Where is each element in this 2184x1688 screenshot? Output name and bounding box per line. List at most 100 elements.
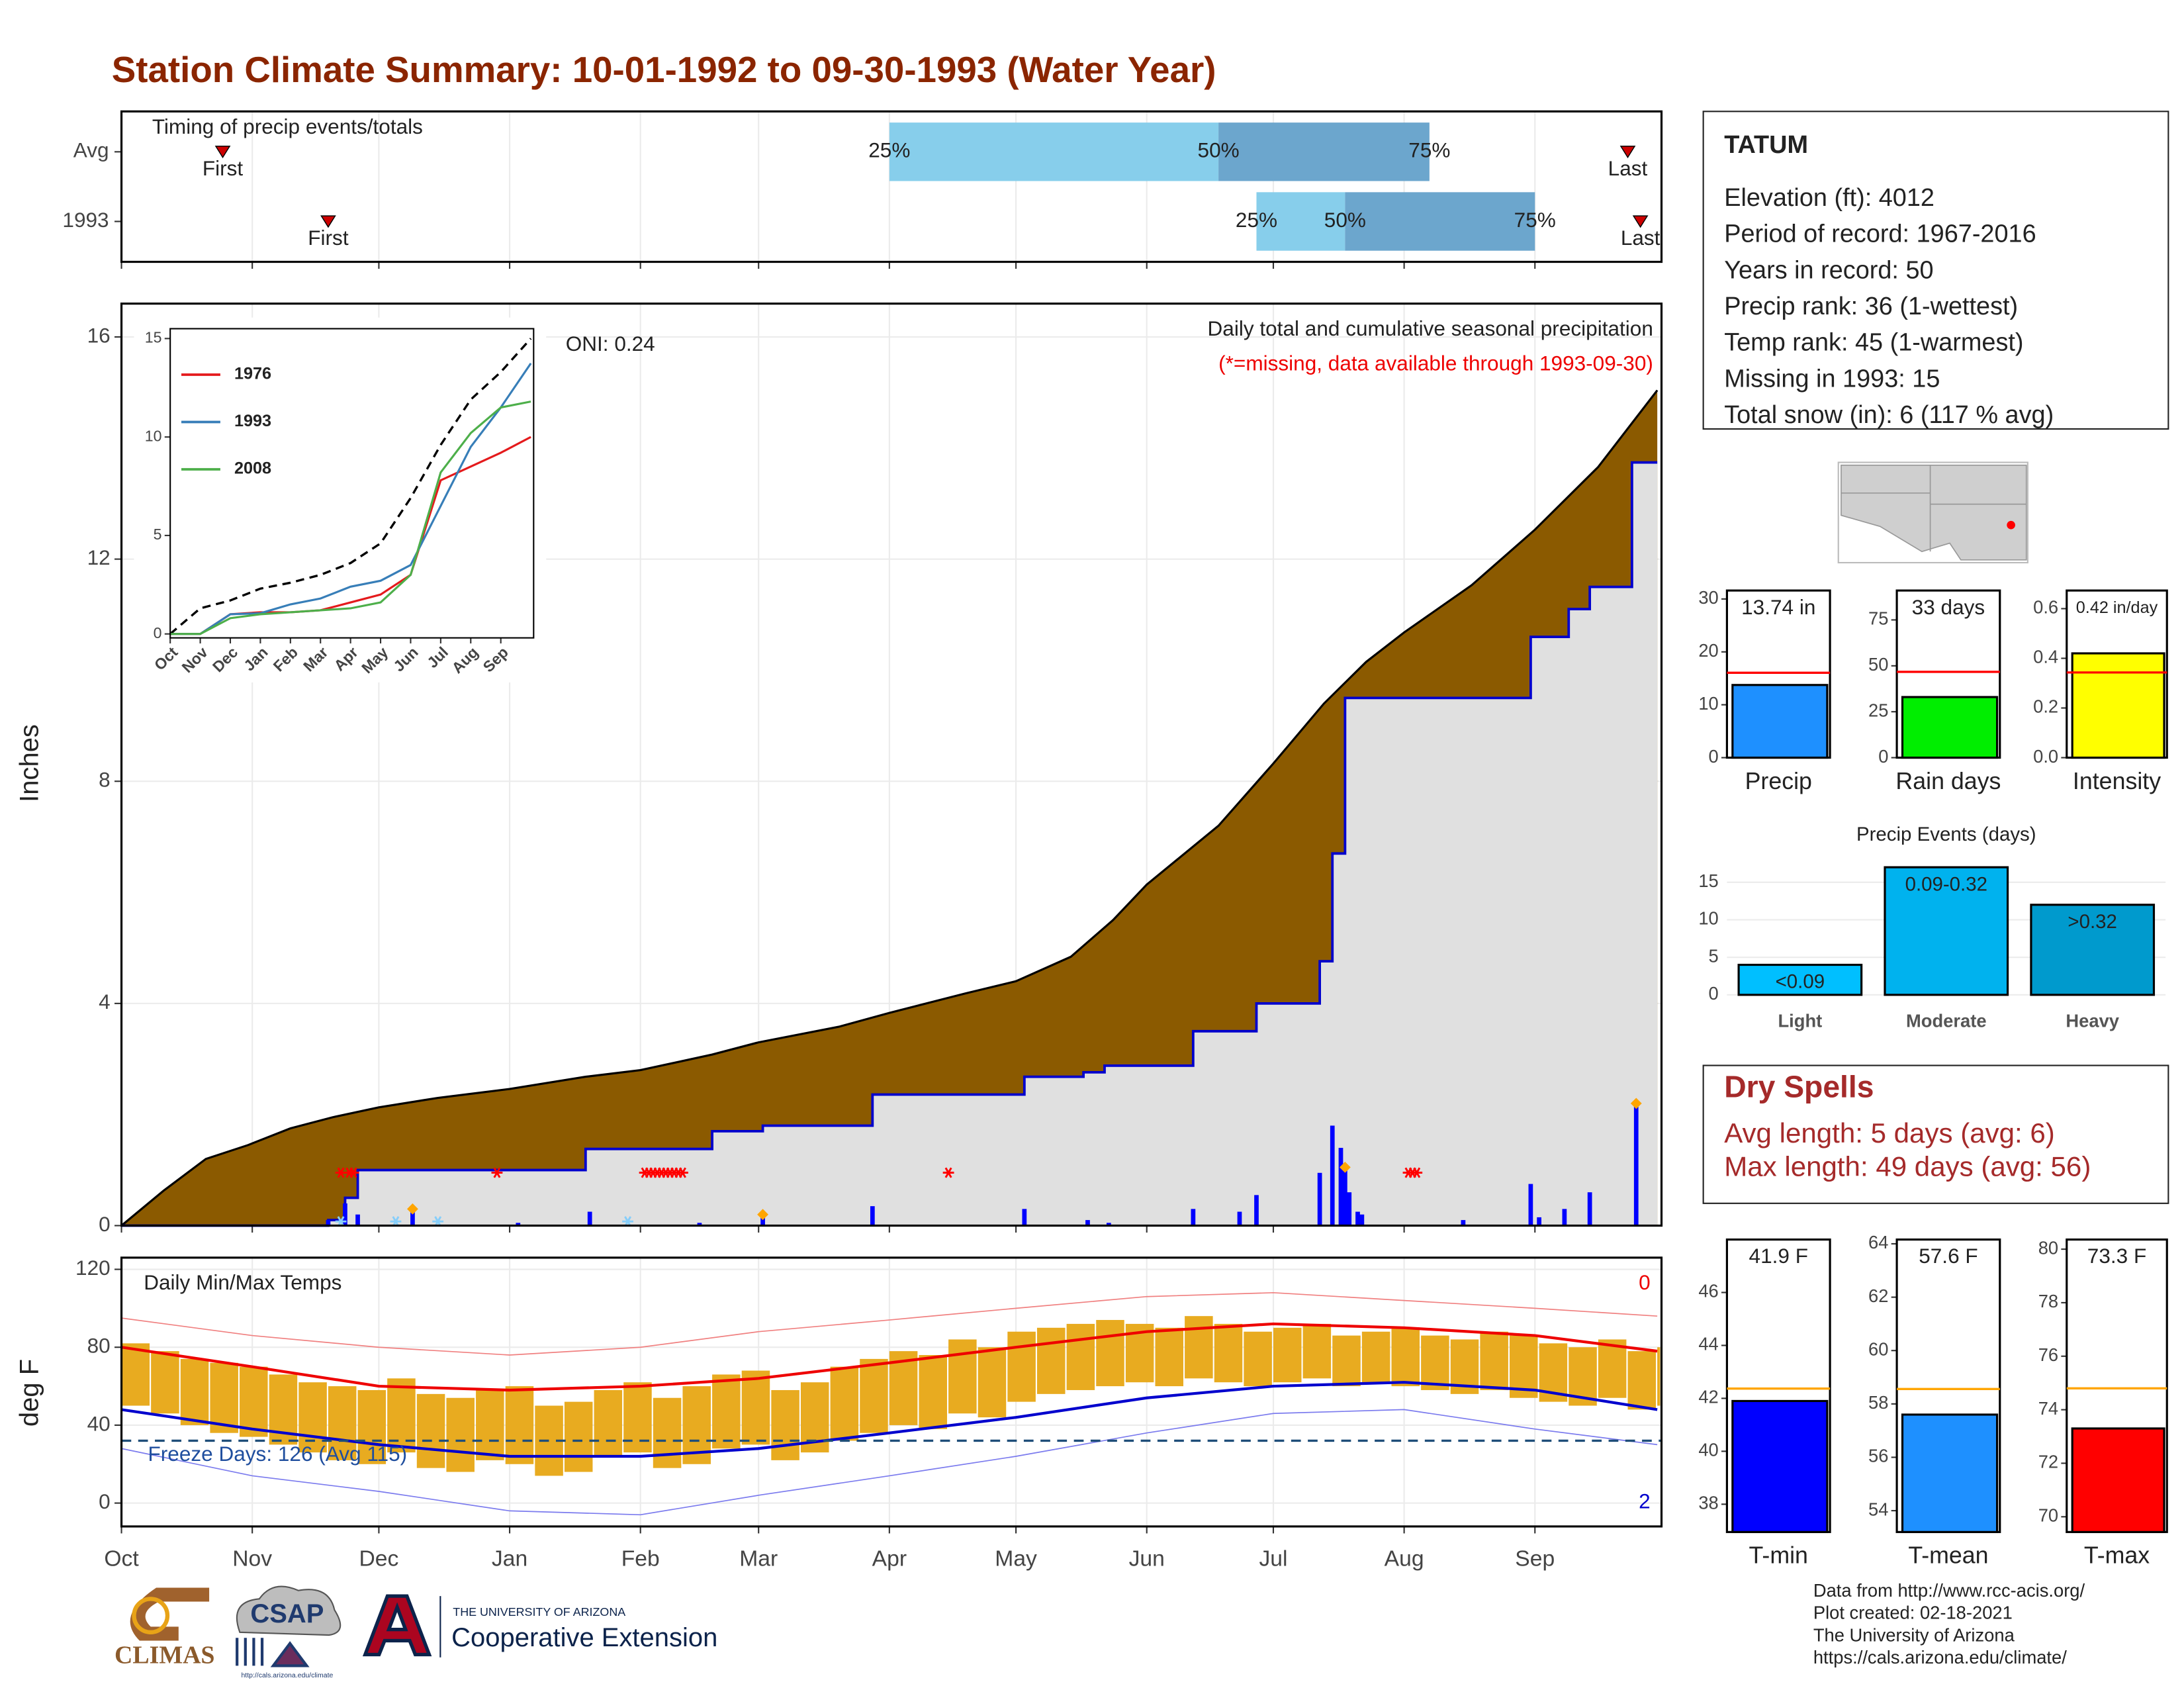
cumulative-line xyxy=(121,461,1658,1227)
value-label: 73.3 F xyxy=(2087,1244,2146,1268)
temp-bar xyxy=(919,1355,947,1429)
daily-bar xyxy=(697,1223,702,1226)
y-tick-label: 0 xyxy=(1709,983,1719,1004)
chart-title: Daily Min/Max Temps xyxy=(144,1270,341,1294)
daily-bar xyxy=(326,1220,331,1226)
y-tick-label: 25 xyxy=(1868,700,1888,720)
daily-bar xyxy=(343,1203,347,1226)
dry-spells-line: Max length: 49 days (avg: 56) xyxy=(1724,1150,2091,1182)
station-name: TATUM xyxy=(1724,131,1808,159)
legend-label: 1993 xyxy=(234,412,271,430)
y-axis-label: deg F xyxy=(15,1359,44,1427)
event-label: First xyxy=(203,156,244,180)
daily-bar xyxy=(1022,1209,1027,1226)
event-diamond xyxy=(407,1203,418,1215)
daily-bar xyxy=(410,1209,415,1226)
daily-bar xyxy=(1537,1217,1542,1226)
y-tick-label: 70 xyxy=(2038,1505,2058,1526)
bar xyxy=(1901,1413,1999,1533)
station-line: Total snow (in): 6 (117 % avg) xyxy=(1724,401,2054,429)
y-tick-label: 54 xyxy=(1868,1499,1888,1519)
y-tick-label: 38 xyxy=(1698,1493,1718,1513)
y-tick-label: 0 xyxy=(99,1489,111,1513)
range-bar xyxy=(889,122,1219,181)
page-title: Station Climate Summary: 10-01-1992 to 0… xyxy=(112,49,1216,90)
x-tick-label: Jan xyxy=(492,1546,527,1571)
percentile-label: 50% xyxy=(1324,208,1366,232)
temp-bar xyxy=(1036,1327,1066,1394)
y-tick-label: 0.6 xyxy=(2033,597,2058,618)
x-tick-label: Light xyxy=(1778,1011,1822,1031)
y-tick-label: 16 xyxy=(87,323,111,347)
bar xyxy=(1731,684,1829,759)
legend-label: 2008 xyxy=(234,459,271,478)
temp-bar xyxy=(1155,1327,1184,1387)
daily-bar xyxy=(1461,1220,1466,1226)
daily-bar xyxy=(1191,1209,1196,1226)
bin-label: >0.32 xyxy=(2068,911,2117,933)
bar xyxy=(2030,904,2156,996)
category-label: Intensity xyxy=(2073,768,2161,794)
event-label: First xyxy=(308,226,349,250)
y-tick-label: 75 xyxy=(1868,608,1888,629)
x-tick-label: Apr xyxy=(872,1546,907,1571)
y-tick-label: 64 xyxy=(1868,1232,1888,1252)
plot-frame xyxy=(120,110,1663,263)
y-tick-label: 46 xyxy=(1698,1281,1718,1301)
temp-bar xyxy=(1007,1331,1036,1402)
logo-text: THE UNIVERSITY OF ARIZONA xyxy=(453,1605,625,1618)
plot-frame xyxy=(169,328,535,639)
freeze-label: Freeze Days: 126 (Avg 115) xyxy=(148,1442,408,1466)
temp-bar xyxy=(1302,1323,1332,1379)
station-line: Period of record: 1967-2016 xyxy=(1724,220,2036,248)
daily-bar xyxy=(1587,1192,1592,1226)
temp-bar xyxy=(1421,1335,1449,1390)
x-tick-label: Jul xyxy=(1259,1546,1287,1571)
event-marker xyxy=(214,146,231,159)
y-tick-label: 8 xyxy=(99,768,111,792)
chart-title: Precip Events (days) xyxy=(1856,823,2036,845)
percentile-label: 25% xyxy=(1236,208,1277,232)
record-low-line xyxy=(121,1409,1658,1516)
inset-background xyxy=(134,317,547,682)
y-tick-label: 0 xyxy=(1878,746,1888,767)
event-label: Last xyxy=(1608,156,1648,180)
temp-bar xyxy=(1185,1316,1213,1379)
daily-bar xyxy=(1633,1103,1639,1226)
y-tick-label: 42 xyxy=(1698,1387,1718,1407)
daily-bar xyxy=(1317,1172,1322,1226)
credit: https://cals.arizona.edu/climate/ xyxy=(1813,1647,2067,1667)
temp-bar xyxy=(357,1389,387,1464)
bar xyxy=(1737,963,1863,996)
value-label: 0.42 in/day xyxy=(2076,598,2158,617)
y-tick-label: 0.4 xyxy=(2033,647,2058,667)
reference-line xyxy=(169,338,532,635)
temp-bar xyxy=(1361,1331,1390,1383)
daily-bar xyxy=(1562,1209,1567,1226)
annotation: ONI: 0.24 xyxy=(566,332,655,355)
category-label: T-min xyxy=(1749,1542,1808,1569)
daily-bar xyxy=(1347,1192,1352,1226)
bin-label: <0.09 xyxy=(1776,971,1825,993)
station-line: Elevation (ft): 4012 xyxy=(1724,184,1934,212)
percentile-label: 50% xyxy=(1198,138,1240,162)
range-bar xyxy=(1345,192,1535,251)
y-tick-label: 4 xyxy=(99,990,111,1013)
y-tick-label: 80 xyxy=(2038,1237,2058,1258)
temp-bar xyxy=(328,1386,357,1460)
temp-bar xyxy=(1391,1327,1420,1387)
bin-label: 0.09-0.32 xyxy=(1905,873,1987,895)
y-axis-label: Inches xyxy=(15,724,44,802)
y-tick-label: 80 xyxy=(87,1334,111,1358)
x-tick-label: Jun xyxy=(1129,1546,1165,1571)
y-tick-label: 40 xyxy=(87,1411,111,1435)
legend-label: 1976 xyxy=(234,365,271,383)
plot-frame xyxy=(120,303,1663,1227)
chart-title: Daily total and cumulative seasonal prec… xyxy=(1208,316,1653,340)
x-tick-label: Feb xyxy=(621,1546,660,1571)
range-bar xyxy=(1218,122,1430,181)
climas-sun xyxy=(132,1597,170,1634)
category-label: T-max xyxy=(2084,1542,2150,1569)
bar xyxy=(1731,1399,1829,1533)
